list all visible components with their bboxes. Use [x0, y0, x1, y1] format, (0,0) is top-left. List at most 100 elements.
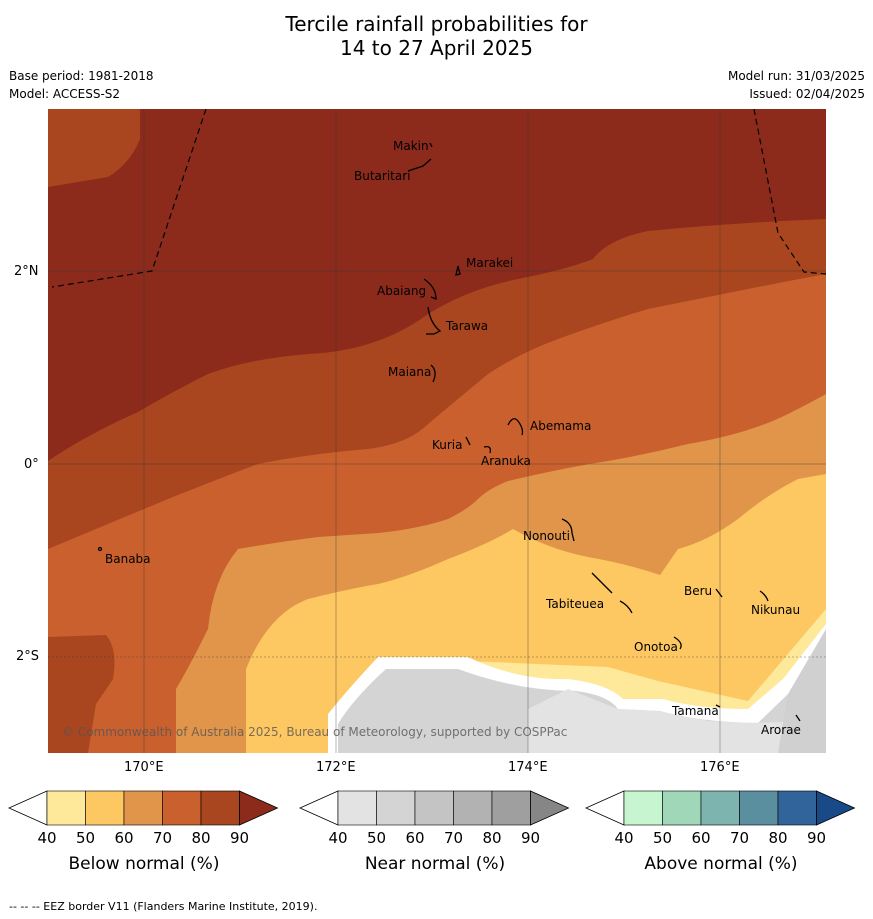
copyright-text: © Commonwealth of Australia 2025, Bureau…	[62, 725, 567, 739]
colorbar-1-min-extend	[299, 790, 339, 826]
island-tarawa	[426, 306, 442, 335]
eez-border-east	[753, 109, 826, 275]
colorbar-1-tick: 90	[520, 829, 541, 847]
island-nikunau	[759, 590, 769, 602]
label-aranuka: Aranuka	[481, 454, 531, 468]
island-tamana	[715, 704, 721, 708]
zone-below-80-topleft	[48, 109, 140, 187]
colorbar-below-normal	[8, 790, 279, 826]
colorbar-1-segment	[337, 790, 377, 826]
colorbar-2-tick: 50	[652, 829, 673, 847]
colorbar-1-segment	[453, 790, 493, 826]
island-abaiang	[423, 278, 437, 300]
colorbar-1-tick: 40	[328, 829, 348, 847]
colorbar-1-tick: 60	[405, 829, 425, 847]
label-arorae: Arorae	[761, 723, 801, 737]
island-tabiteuea-south	[619, 600, 633, 614]
colorbar-2-tick: 60	[691, 829, 711, 847]
model-name: Model: ACCESS-S2	[9, 87, 121, 101]
label-beru: Beru	[684, 584, 712, 598]
colorbar-1-tick: 50	[366, 829, 387, 847]
label-nikunau: Nikunau	[751, 603, 800, 617]
map-title: Tercile rainfall probabilities for 14 to…	[0, 12, 873, 60]
label-maiana: Maiana	[388, 365, 431, 379]
model-run: Model run: 31/03/2025	[727, 69, 865, 83]
colorbar-2-tick: 80	[768, 829, 788, 847]
island-beru	[715, 588, 723, 598]
x-tick-172: 172°E	[316, 760, 356, 775]
colorbar-0-segment	[200, 790, 240, 826]
colorbar-0-min-extend	[8, 790, 48, 826]
label-tarawa: Tarawa	[445, 319, 488, 333]
zone-below-80-bottomleft	[48, 635, 115, 753]
meta-right: Model run: 31/03/2025 Issued: 02/04/2025	[728, 67, 865, 103]
colorbar-1-segment	[376, 790, 416, 826]
colorbar-0-tick: 50	[75, 829, 96, 847]
colorbar-near-label: Near normal (%)	[364, 854, 506, 874]
label-tabiteuea: Tabiteuea	[545, 597, 604, 611]
island-butaritari	[407, 158, 432, 172]
label-tamana: Tamana	[671, 704, 719, 718]
x-tick-174: 174°E	[508, 760, 548, 775]
label-abemama: Abemama	[530, 419, 591, 433]
place-labels: Makin Butaritari Marakei Abaiang Tarawa …	[105, 139, 801, 737]
colorbar-0-segment	[85, 790, 125, 826]
colorbar-2-segment	[739, 790, 779, 826]
colorbar-1-segment	[491, 790, 531, 826]
title-line-2: 14 to 27 April 2025	[339, 36, 534, 60]
colorbar-0-segment	[46, 790, 86, 826]
colorbar-0-tick: 90	[229, 829, 250, 847]
colorbar-2-segment	[662, 790, 702, 826]
colorbar-0-tick: 40	[37, 829, 57, 847]
colorbar-above-label: Above normal (%)	[644, 854, 798, 874]
colorbar-1-tick: 70	[443, 829, 464, 847]
y-tick-0: 0°	[24, 457, 39, 472]
label-marakei: Marakei	[466, 256, 513, 270]
island-nonouti	[561, 518, 575, 542]
label-onotoa: Onotoa	[634, 640, 678, 654]
title-line-1: Tercile rainfall probabilities for	[285, 12, 588, 36]
issued-date: Issued: 02/04/2025	[749, 87, 865, 101]
island-tabiteuea-north	[591, 572, 613, 594]
label-kuria: Kuria	[432, 438, 463, 452]
base-period: Base period: 1981-2018	[9, 69, 154, 83]
probability-map: Makin Butaritari Marakei Abaiang Tarawa …	[48, 109, 826, 753]
colorbar-2-segment	[777, 790, 817, 826]
island-makin	[429, 142, 433, 148]
colorbar-near-normal	[299, 790, 570, 826]
island-aranuka	[483, 445, 492, 454]
colorbar-0-tick: 80	[191, 829, 211, 847]
colorbar-0-tick: 70	[152, 829, 173, 847]
island-kuria	[465, 436, 471, 446]
colorbar-0-tick: 60	[114, 829, 134, 847]
island-marakei	[455, 265, 461, 276]
y-tick-2n: 2°N	[14, 264, 39, 279]
island-maiana	[430, 364, 436, 383]
colorbar-2-segment	[700, 790, 740, 826]
colorbar-2-tick: 70	[729, 829, 750, 847]
colorbar-0-segment	[162, 790, 202, 826]
eez-border-west	[51, 109, 207, 288]
zone-near-right	[778, 629, 826, 753]
grid-lines	[48, 109, 826, 753]
footer-note: -- -- -- EEZ border V11 (Flanders Marine…	[9, 900, 318, 913]
island-arorae	[795, 714, 801, 722]
colorbar-1-tick: 80	[482, 829, 502, 847]
eez-borders	[51, 109, 826, 288]
colorbar-0-max-extend	[239, 790, 279, 826]
islands	[97, 142, 801, 722]
colorbar-1-max-extend	[530, 790, 570, 826]
island-abemama	[507, 418, 524, 436]
label-makin: Makin	[393, 139, 429, 153]
colorbar-0-segment	[123, 790, 163, 826]
label-butaritari: Butaritari	[354, 169, 411, 183]
island-onotoa	[673, 636, 682, 650]
colorbar-2-min-extend	[585, 790, 625, 826]
zone-near-40	[528, 689, 826, 753]
x-tick-170: 170°E	[124, 760, 164, 775]
colorbar-above-normal	[585, 790, 856, 826]
colorbar-2-segment	[623, 790, 663, 826]
x-tick-176: 176°E	[700, 760, 740, 775]
label-abaiang: Abaiang	[377, 284, 426, 298]
island-banaba	[97, 546, 103, 552]
